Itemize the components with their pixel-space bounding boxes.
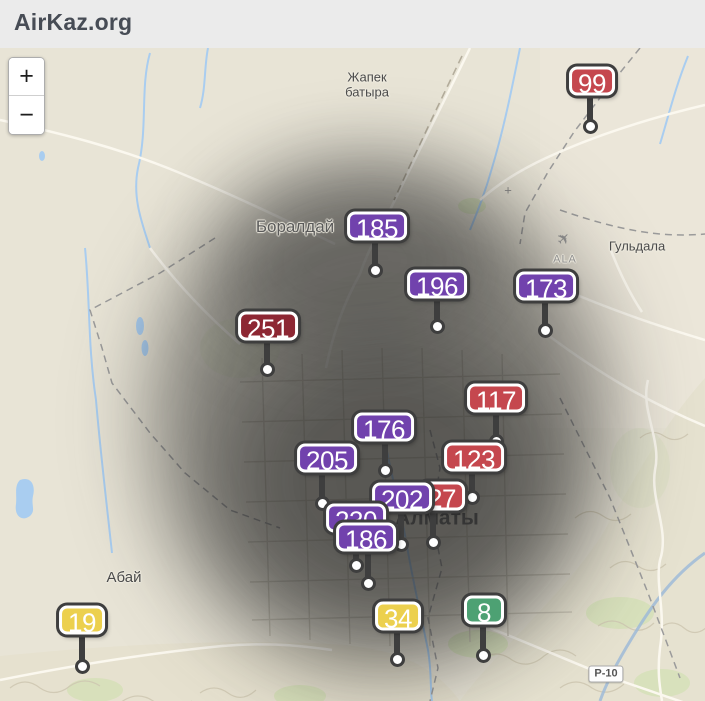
marker-value-badge: 251 <box>238 311 298 343</box>
marker-value-badge: 123 <box>444 442 504 474</box>
marker-pin <box>465 490 480 505</box>
marker-value-badge: 186 <box>336 522 396 554</box>
marker-value-badge: 117 <box>467 383 525 415</box>
marker-value-badge: 176 <box>354 412 414 444</box>
marker-pin <box>430 319 445 334</box>
zoom-in-button[interactable]: + <box>9 58 44 96</box>
marker-pin <box>394 537 409 552</box>
marker-pin <box>368 263 383 278</box>
marker-stem <box>587 81 593 127</box>
marker-pin <box>349 558 364 573</box>
marker-pin <box>361 576 376 591</box>
marker-pin <box>426 535 441 550</box>
marker-pin <box>476 648 491 663</box>
map-label-ala-airport: ALA <box>553 253 577 266</box>
marker-pin <box>75 659 90 674</box>
road-shield-p10: Р-10 <box>588 665 624 683</box>
airfield-cross-icon: + <box>504 182 512 198</box>
map-label-guldala: Гульдала <box>608 238 666 254</box>
marker-value-badge: 8 <box>464 595 504 627</box>
marker-pin <box>538 323 553 338</box>
site-title: AirKaz.org <box>14 9 133 35</box>
marker-stem <box>79 620 85 667</box>
marker-value-badge: 196 <box>407 269 467 301</box>
marker-value-badge: 34 <box>375 601 421 633</box>
map-canvas[interactable]: Жапек батыра Боралдай Гульдала ✈ ALA + Алматы А… <box>0 48 705 701</box>
marker-pin <box>583 119 598 134</box>
zoom-control: + − <box>8 57 45 135</box>
app-header: AirKaz.org <box>0 0 705 48</box>
basemap-art <box>0 48 705 701</box>
marker-value-badge: 19 <box>59 605 105 637</box>
map-label-boralday: Боралдай <box>255 216 335 236</box>
marker-pin <box>378 463 393 478</box>
marker-pin <box>260 362 275 377</box>
marker-value-badge: 173 <box>516 271 576 303</box>
marker-value-badge: 99 <box>569 66 615 98</box>
zoom-out-button[interactable]: − <box>9 96 44 134</box>
marker-value-badge: 205 <box>297 443 357 475</box>
map-label-abay: Абай <box>106 569 142 587</box>
marker-pin <box>390 652 405 667</box>
map-label-zhapek-batyra: Жапек батыра <box>345 69 389 100</box>
marker-value-badge: 185 <box>347 211 407 243</box>
